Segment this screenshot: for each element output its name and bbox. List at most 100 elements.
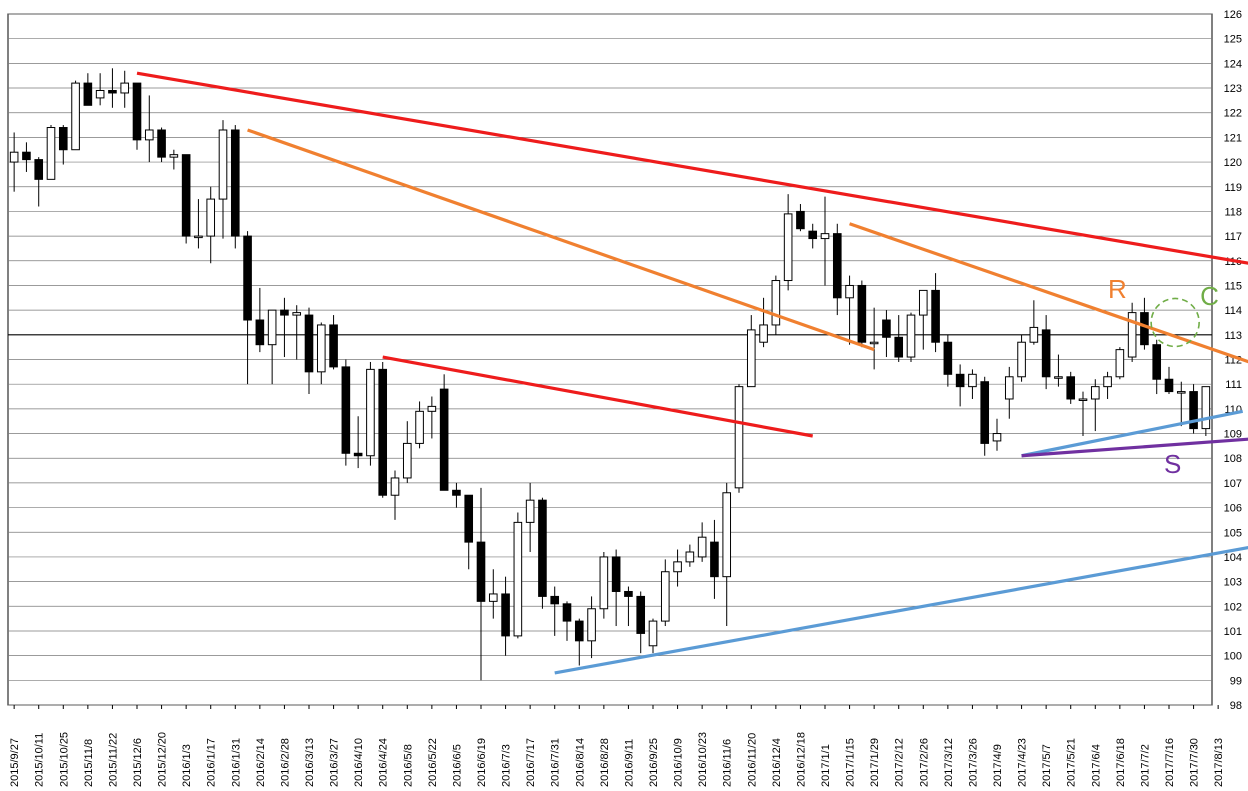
candle-body [464,494,474,543]
candle-body [316,324,326,373]
x-tick-label: 2016/2/14 [255,738,267,787]
y-tick-label: 119 [1224,182,1242,194]
candle-down [636,591,646,654]
candle-body [955,373,965,388]
y-tick-label: 125 [1224,34,1242,46]
candle-body [1140,312,1149,346]
candle-down [108,68,117,108]
candle-down [22,142,31,172]
candle-body [820,233,830,240]
candles [9,68,1211,681]
candle-body [918,289,928,316]
candle-down [1066,371,1076,404]
candle-body [83,82,93,106]
x-tick-label: 2016/7/17 [525,738,537,787]
candle-down [931,273,940,353]
candle-up [685,544,695,567]
candle-up [722,482,732,627]
x-tick-label: 2017/1/29 [869,738,881,787]
candle-down [304,307,314,395]
candle-body [1201,386,1211,430]
x-tick-label: 2017/3/26 [967,738,979,787]
candle-up [1004,366,1014,419]
x-tick-label: 2016/6/5 [451,744,463,787]
y-tick-label: 101 [1224,626,1242,638]
candle-body [1189,391,1198,430]
candle-body [796,210,805,230]
candle-body [402,442,412,479]
candle-up [968,369,977,399]
candle-body [427,405,437,412]
candle-body [71,82,80,151]
x-tick-label: 2017/1/1 [820,744,832,787]
candle-down [341,359,351,466]
x-tick-label: 2015/10/25 [58,732,70,787]
candle-body [341,366,351,454]
candle-down [181,154,191,244]
y-tick-label: 99 [1230,675,1242,687]
purple-trendline [1021,437,1248,458]
candle-body [611,556,621,592]
candle-body [218,129,228,200]
candle-body [980,381,990,444]
candle-up [1115,347,1125,380]
candle-up [366,361,375,466]
candle-down [710,519,719,599]
candle-down [538,497,547,609]
x-tick-label: 2015/12/6 [132,738,144,787]
candle-up [488,569,498,619]
x-tick-label: 2016/8/28 [599,738,611,787]
candle-down [329,315,338,370]
candle-down [955,364,965,407]
candle-up [1017,334,1026,382]
x-tick-label: 2017/6/18 [1115,738,1127,787]
candle-down [1164,366,1174,395]
candle-body [894,336,904,358]
x-tick-label: 2015/10/11 [34,733,46,787]
candle-up [427,396,437,439]
candle-body [808,230,818,240]
candle-body [58,127,68,151]
candle-up [316,322,326,385]
candle-body [292,312,302,316]
y-tick-label: 124 [1224,58,1242,70]
candle-body [599,556,609,610]
candle-down [476,487,486,681]
candle-body [1176,391,1186,394]
annotation-r: R [1108,274,1127,304]
candle-body [882,319,891,338]
candle-body [1078,398,1088,401]
candle-up [267,309,277,385]
candle-down [378,361,388,498]
candle-body [9,151,19,163]
candle-body [194,235,203,239]
candle-body [390,477,400,496]
x-tick-label: 2016/5/8 [402,744,414,787]
candle-down [808,223,818,249]
candle-body [648,620,658,647]
y-tick-label: 111 [1225,379,1242,391]
x-tick-label: 2016/4/24 [378,738,390,787]
candle-up [194,199,203,249]
candle-body [157,129,166,158]
candle-up [599,551,609,619]
blue-trendline [554,545,1248,675]
candle-up [415,401,424,449]
candle-down [83,73,93,106]
candle-down [243,231,252,385]
candle-up [206,186,216,264]
x-tick-label: 2016/10/23 [697,732,709,787]
x-tick-label: 2016/2/28 [279,738,291,787]
candle-body [439,388,449,491]
candle-down [255,287,265,353]
candle-body [722,492,732,578]
x-tick-label: 2016/12/4 [771,738,783,787]
candle-body [501,593,510,637]
x-tick-label: 2017/5/21 [1066,738,1078,787]
grid-lines [7,13,1213,706]
candle-up [292,305,302,360]
x-tick-label: 2015/9/27 [9,738,21,787]
candle-up [144,95,154,163]
candle-up [869,307,879,370]
